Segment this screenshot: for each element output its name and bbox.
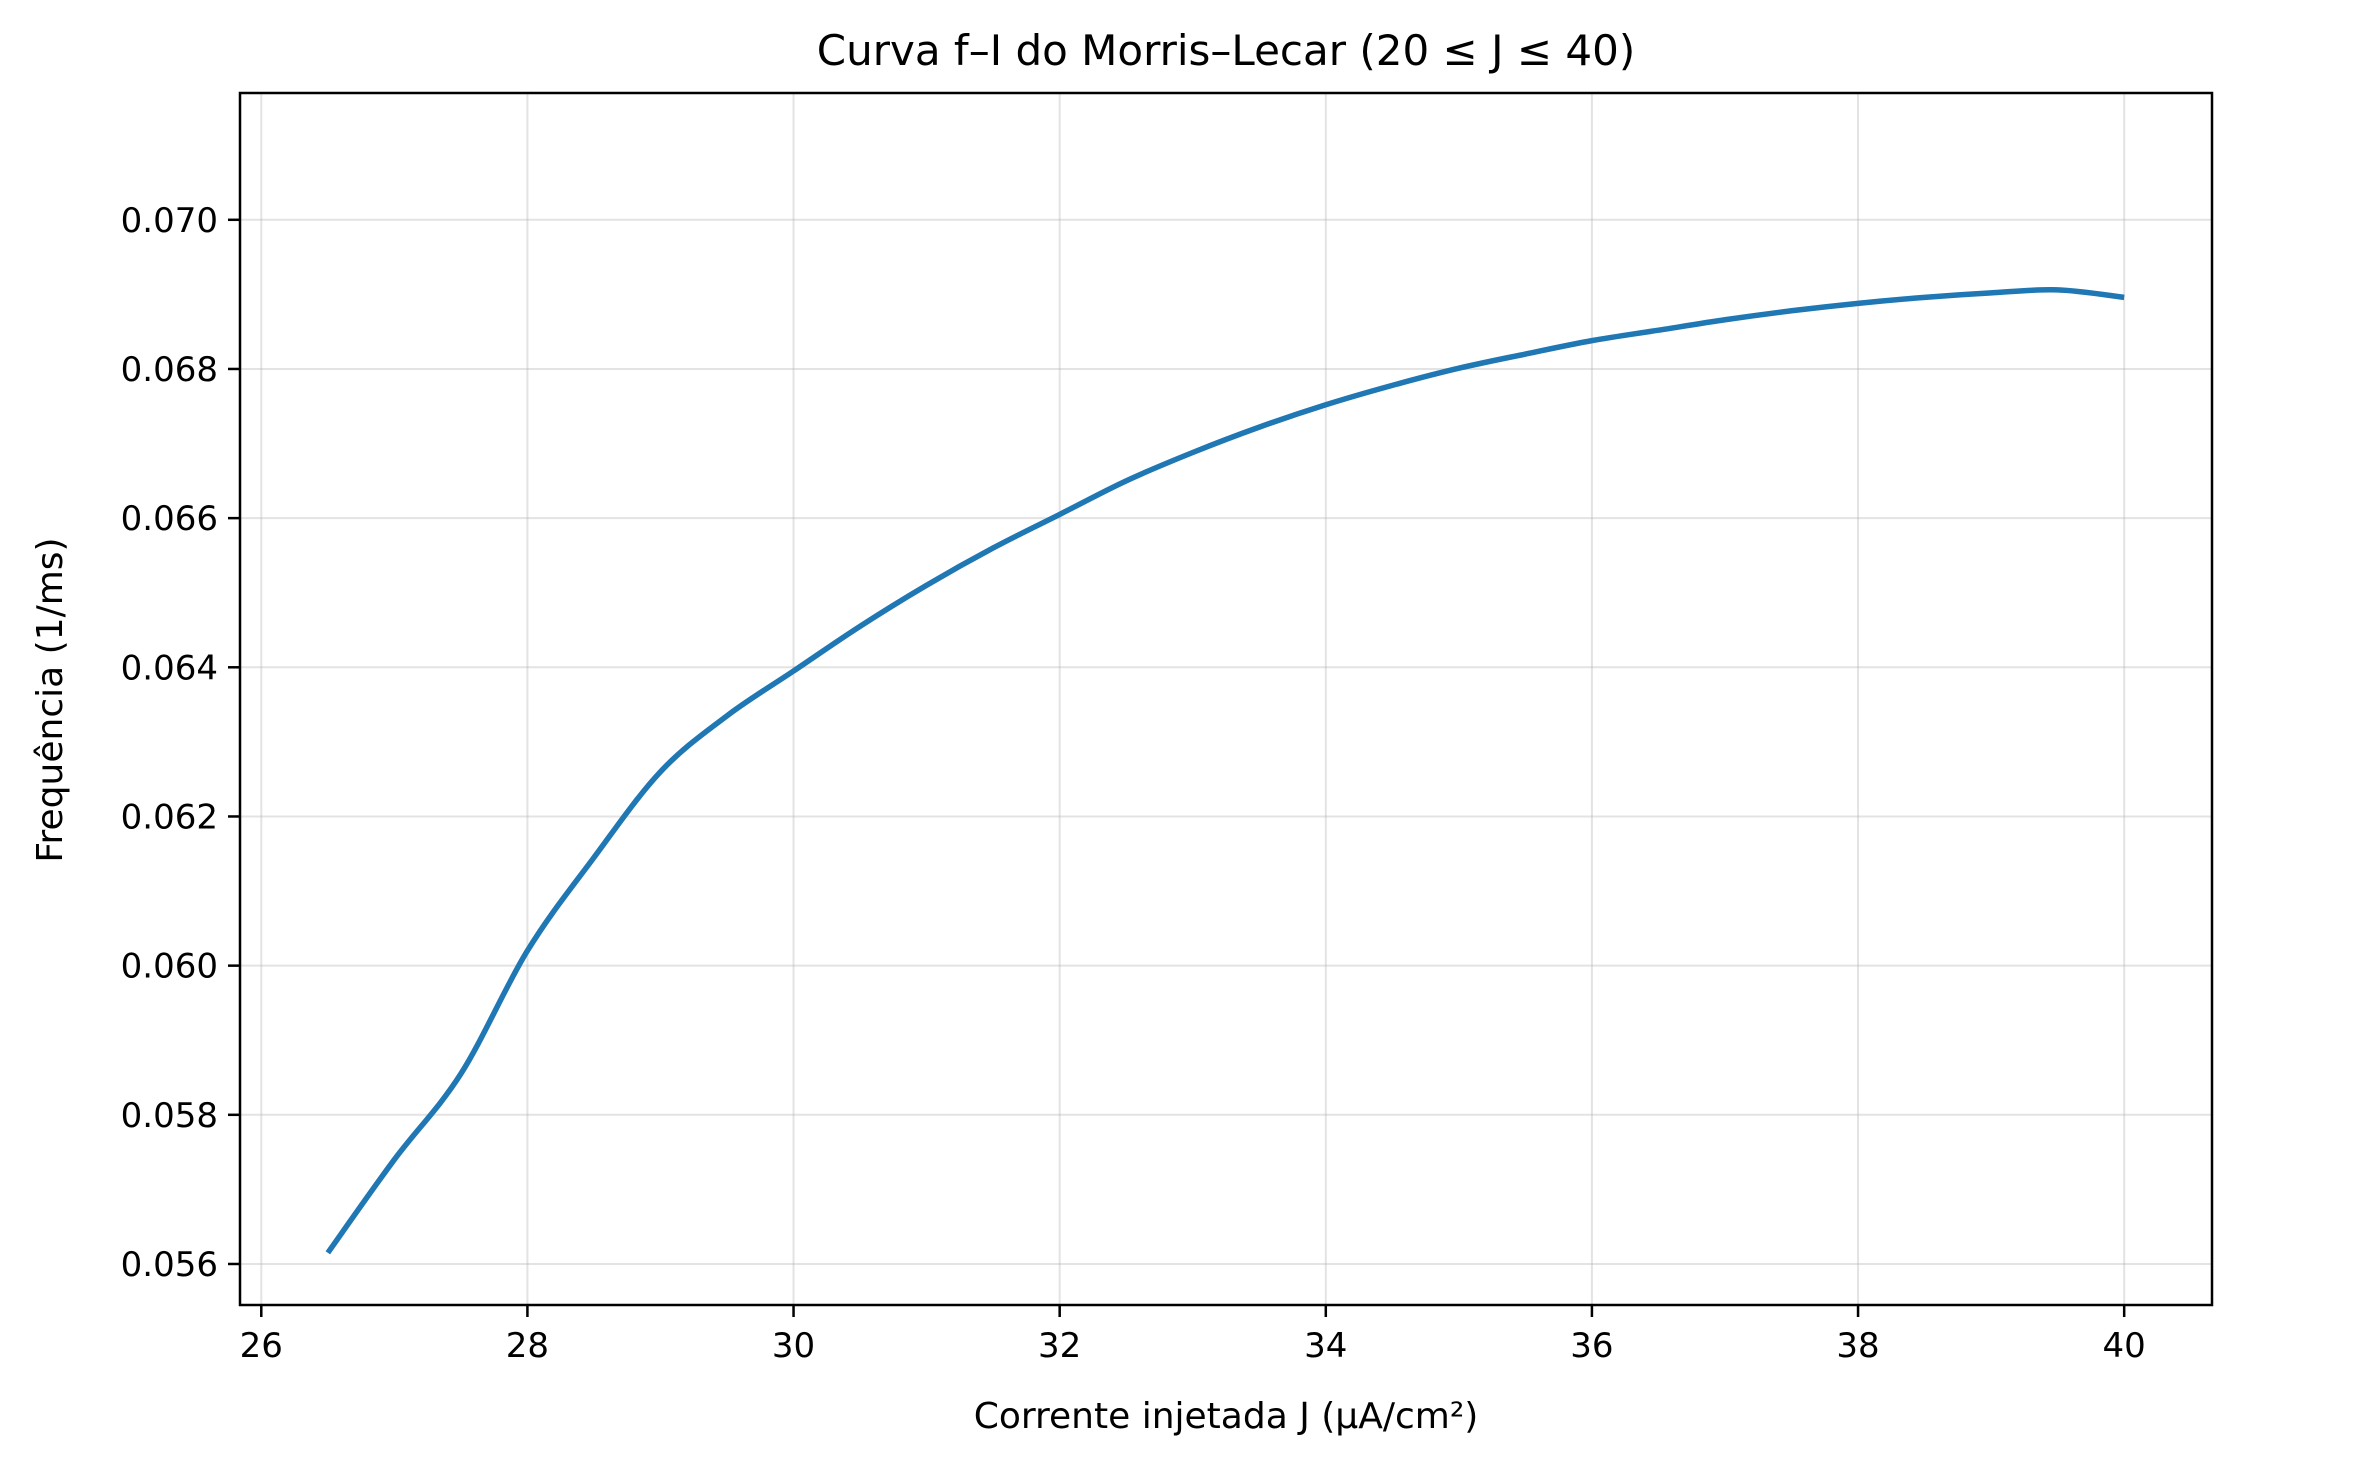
y-tick-label: 0.058 [121, 1096, 218, 1136]
x-tick-label: 36 [1570, 1326, 1613, 1366]
y-tick-label: 0.060 [121, 947, 218, 987]
fi-curve-line [325, 287, 2125, 1255]
series-layer [325, 287, 2125, 1255]
y-tick-label: 0.066 [121, 499, 218, 539]
y-axis-label: Frequência (1/ms) [30, 537, 71, 862]
y-tick-label: 0.062 [121, 797, 218, 837]
x-tick-label: 32 [1038, 1326, 1081, 1366]
plot-frame [238, 91, 2214, 1307]
y-axis-ticks: 0.056 0.058 0.060 0.062 0.064 0.066 0.068 0.070 [121, 201, 240, 1285]
x-tick-label: 28 [506, 1326, 549, 1366]
y-tick-label: 0.056 [121, 1245, 218, 1285]
y-tick-label: 0.068 [121, 350, 218, 390]
y-tick-label: 0.064 [121, 648, 218, 688]
y-tick-label: 0.070 [121, 201, 218, 241]
x-tick-label: 30 [772, 1326, 815, 1366]
x-tick-label: 34 [1304, 1326, 1347, 1366]
grid [240, 93, 2212, 1305]
x-axis-ticks: 26 28 30 32 34 36 38 40 [240, 1305, 2146, 1366]
x-tick-label: 38 [1836, 1326, 1879, 1366]
x-tick-label: 26 [240, 1326, 283, 1366]
x-tick-label: 40 [2103, 1326, 2146, 1366]
chart-title: Curva f–I do Morris–Lecar (20 ≤ J ≤ 40) [817, 26, 1635, 75]
x-axis-label: Corrente injetada J (μA/cm²) [974, 1396, 1479, 1437]
